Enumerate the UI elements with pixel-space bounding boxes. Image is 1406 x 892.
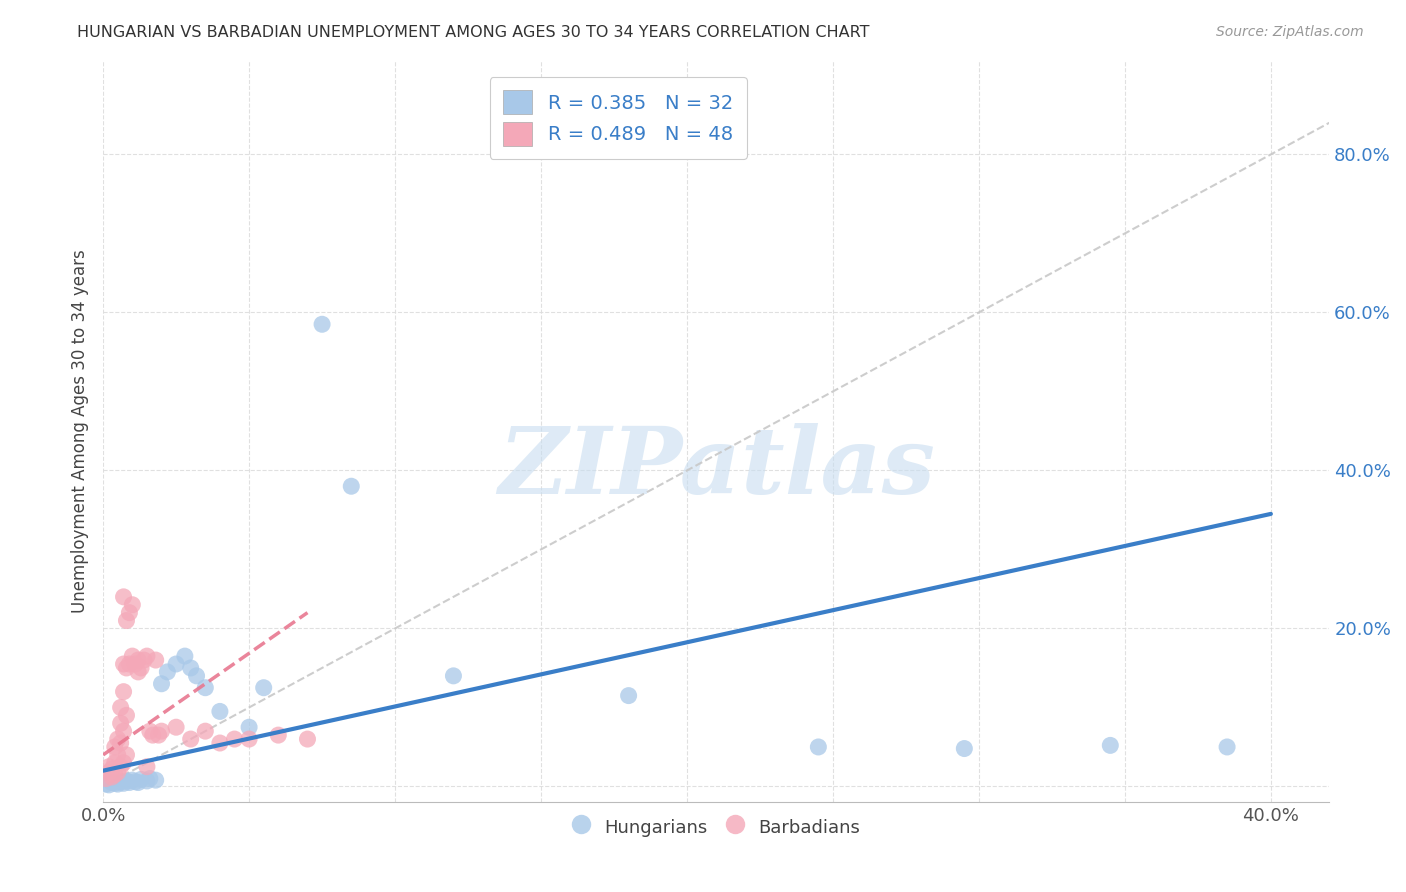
Point — [110, 736, 132, 750]
Point — [1099, 739, 1122, 753]
Point — [150, 724, 173, 739]
Point — [121, 598, 143, 612]
Point — [135, 649, 157, 664]
Point — [110, 760, 132, 774]
Point — [101, 775, 124, 789]
Point — [238, 732, 260, 747]
Point — [150, 677, 173, 691]
Point — [156, 665, 179, 679]
Point — [173, 649, 195, 664]
Point — [104, 756, 127, 770]
Text: ZIPatlas: ZIPatlas — [498, 423, 935, 513]
Point — [180, 732, 202, 747]
Point — [238, 720, 260, 734]
Point — [124, 774, 146, 789]
Point — [112, 756, 135, 770]
Point — [267, 728, 290, 742]
Text: HUNGARIAN VS BARBADIAN UNEMPLOYMENT AMONG AGES 30 TO 34 YEARS CORRELATION CHART: HUNGARIAN VS BARBADIAN UNEMPLOYMENT AMON… — [77, 25, 870, 40]
Point — [148, 728, 170, 742]
Point — [110, 700, 132, 714]
Point — [121, 773, 143, 788]
Point — [94, 772, 117, 786]
Text: Source: ZipAtlas.com: Source: ZipAtlas.com — [1216, 25, 1364, 39]
Point — [127, 775, 149, 789]
Y-axis label: Unemployment Among Ages 30 to 34 years: Unemployment Among Ages 30 to 34 years — [72, 249, 89, 613]
Point — [953, 741, 976, 756]
Point — [98, 765, 121, 780]
Point — [107, 747, 129, 762]
Point — [340, 479, 363, 493]
Point — [208, 736, 231, 750]
Point — [1216, 739, 1239, 754]
Point — [115, 773, 138, 788]
Point — [104, 776, 127, 790]
Point — [118, 606, 141, 620]
Point — [165, 720, 187, 734]
Point — [208, 705, 231, 719]
Point — [253, 681, 276, 695]
Point — [112, 684, 135, 698]
Point — [135, 773, 157, 788]
Point — [104, 767, 127, 781]
Point — [112, 657, 135, 671]
Point — [180, 661, 202, 675]
Point — [145, 653, 167, 667]
Point — [135, 760, 157, 774]
Point — [443, 669, 465, 683]
Point — [124, 657, 146, 671]
Point — [101, 770, 124, 784]
Point — [807, 739, 830, 754]
Point — [115, 708, 138, 723]
Point — [139, 772, 162, 786]
Point — [104, 739, 127, 754]
Point — [224, 732, 246, 747]
Point — [127, 653, 149, 667]
Point — [145, 773, 167, 788]
Point — [98, 778, 121, 792]
Point — [110, 716, 132, 731]
Point — [186, 669, 208, 683]
Point — [129, 772, 152, 787]
Point — [139, 724, 162, 739]
Point — [115, 747, 138, 762]
Point — [110, 774, 132, 789]
Point — [194, 681, 217, 695]
Point — [165, 657, 187, 671]
Point — [112, 724, 135, 739]
Point — [129, 661, 152, 675]
Point — [118, 775, 141, 789]
Point — [94, 777, 117, 791]
Point — [107, 777, 129, 791]
Point — [112, 590, 135, 604]
Point — [127, 665, 149, 679]
Point — [132, 653, 155, 667]
Point — [107, 765, 129, 780]
Point — [142, 728, 165, 742]
Point — [194, 724, 217, 739]
Point — [617, 689, 640, 703]
Point — [107, 732, 129, 747]
Point — [297, 732, 319, 747]
Point — [112, 776, 135, 790]
Point — [311, 318, 333, 332]
Legend: Hungarians, Barbadians: Hungarians, Barbadians — [565, 809, 868, 846]
Point — [115, 614, 138, 628]
Point — [115, 661, 138, 675]
Point — [101, 762, 124, 776]
Point — [118, 657, 141, 671]
Point — [121, 649, 143, 664]
Point — [98, 760, 121, 774]
